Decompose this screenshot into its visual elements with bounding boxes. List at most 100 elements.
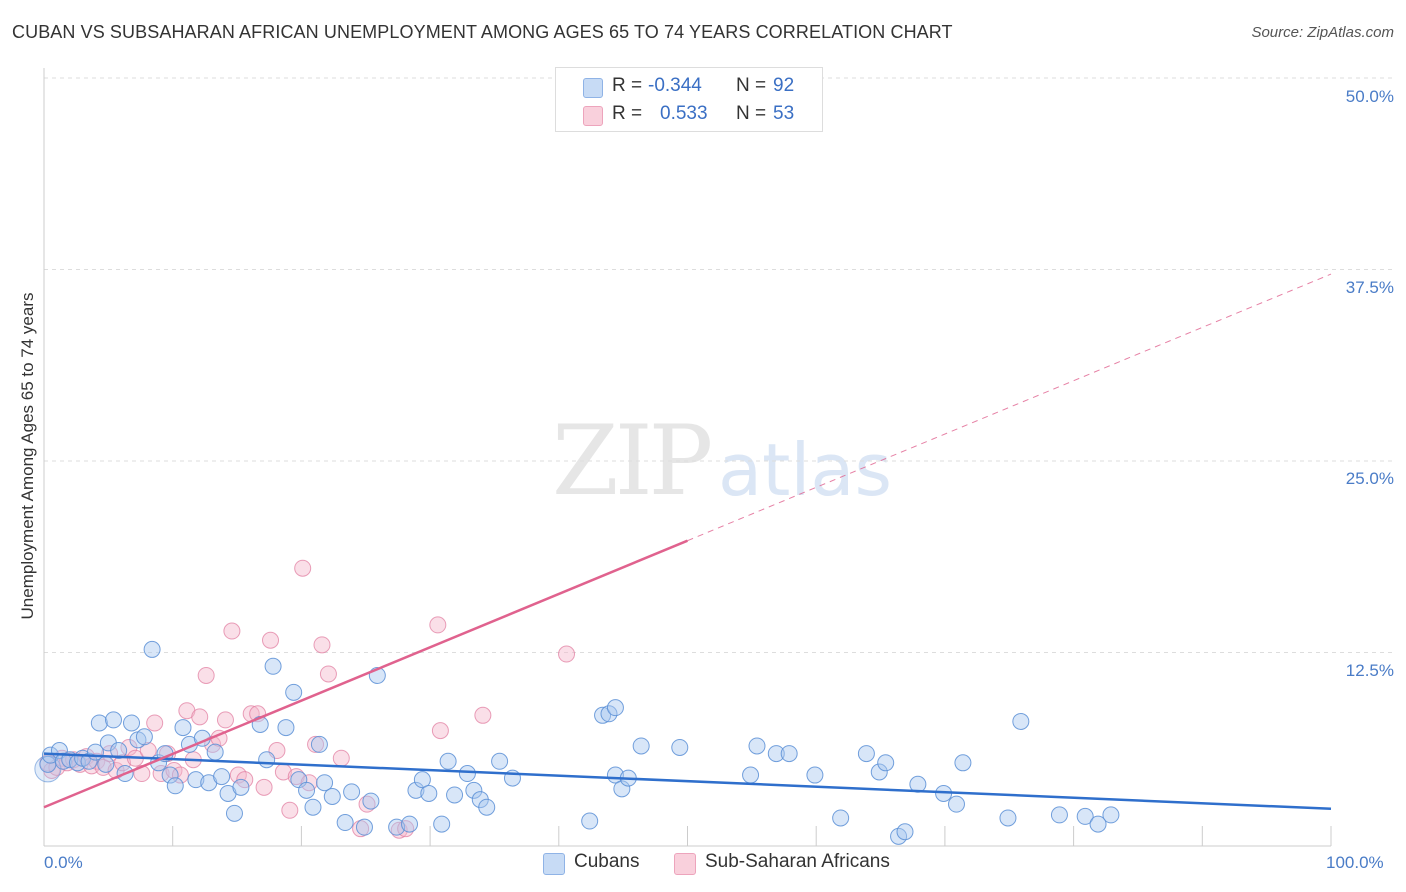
cuban-point	[600, 705, 618, 723]
cuban-point	[174, 719, 192, 737]
legend-row-cubans: R = -0.344 N = 92	[556, 73, 822, 101]
cuban-point	[594, 706, 612, 724]
cuban-point	[446, 786, 464, 804]
source-label: Source: ZipAtlas.com	[1251, 24, 1394, 41]
y-tick-37-5: 37.5%	[1345, 278, 1394, 297]
subsaharan-point	[223, 622, 241, 640]
cuban-point	[742, 766, 760, 784]
cuban-point	[954, 754, 972, 772]
cuban-point	[632, 737, 650, 755]
subsaharan-point	[332, 749, 350, 767]
cuban-point	[999, 809, 1017, 827]
cuban-point	[877, 754, 895, 772]
subsaharan-point	[294, 559, 312, 577]
bottom-legend-subsaharan: Sub-Saharan Africans	[705, 851, 890, 872]
subsaharan-trend-extension	[687, 273, 1332, 542]
watermark-atlas: atlas	[718, 428, 892, 512]
cuban-point	[310, 735, 328, 753]
cuban-point	[304, 798, 322, 816]
bottom-legend-swatch-cubans	[543, 853, 565, 875]
cuban-point	[832, 809, 850, 827]
cuban-point	[401, 815, 419, 833]
cuban-point	[343, 783, 361, 801]
cuban-point	[780, 745, 798, 763]
subsaharan-point	[191, 708, 209, 726]
x-tick-100: 100.0%	[1326, 853, 1384, 872]
legend-swatch-subsaharan	[583, 106, 603, 126]
subsaharan-point	[197, 666, 215, 684]
cuban-point	[439, 752, 457, 770]
cuban-point	[478, 798, 496, 816]
cuban-point	[90, 714, 108, 732]
cuban-point	[806, 766, 824, 784]
subsaharan-point	[319, 665, 337, 683]
cuban-point	[606, 699, 624, 717]
cuban-point	[458, 765, 476, 783]
subsaharan-point	[474, 706, 492, 724]
cuban-point	[264, 657, 282, 675]
cuban-point	[491, 752, 509, 770]
cuban-point	[896, 823, 914, 841]
cuban-point	[80, 752, 98, 770]
cuban-point	[407, 781, 425, 799]
subsaharan-trend-line	[43, 539, 688, 809]
subsaharan-point	[281, 801, 299, 819]
subsaharan-point	[262, 631, 280, 649]
subsaharan-point	[255, 778, 273, 796]
chart-title: CUBAN VS SUBSAHARAN AFRICAN UNEMPLOYMENT…	[12, 22, 953, 42]
cuban-point	[143, 640, 161, 658]
legend-r-value: -0.344	[648, 75, 702, 96]
axes	[43, 68, 1332, 847]
subsaharan-point	[94, 758, 112, 776]
cuban-point	[748, 737, 766, 755]
cuban-point	[225, 804, 243, 822]
cuban-point	[298, 781, 316, 799]
cuban-point	[135, 728, 153, 746]
bottom-legend-cubans: Cubans	[574, 851, 640, 872]
cuban-point	[206, 743, 224, 761]
cuban-point	[1102, 806, 1120, 824]
cuban-point	[671, 738, 689, 756]
legend-n-label: N =	[736, 75, 767, 96]
cuban-point	[1089, 815, 1107, 833]
subsaharan-point	[558, 645, 576, 663]
cuban-point	[1076, 807, 1094, 825]
cuban-point	[97, 755, 115, 773]
y-axis-label: Unemployment Among Ages 65 to 74 years	[18, 292, 37, 620]
subsaharan-point	[431, 722, 449, 740]
cuban-point	[355, 818, 373, 836]
cuban-point	[277, 719, 295, 737]
legend-row-subsaharan: R = 0.533 N = 53	[556, 101, 822, 129]
subsaharan-point	[429, 616, 447, 634]
cuban-point	[213, 768, 231, 786]
subsaharan-point	[152, 765, 170, 783]
cuban-point	[285, 683, 303, 701]
subsaharan-point	[146, 714, 164, 732]
trend-lines	[43, 273, 1332, 811]
cuban-point	[433, 815, 451, 833]
cuban-point	[187, 771, 205, 789]
cuban-point	[870, 763, 888, 781]
cuban-point	[258, 751, 276, 769]
cuban-point	[110, 742, 128, 760]
cuban-point	[413, 771, 431, 789]
cuban-point	[123, 714, 141, 732]
y-tick-50: 50.0%	[1345, 87, 1394, 106]
subsaharan-point	[216, 711, 234, 729]
legend-n-value: 53	[773, 103, 795, 124]
cuban-point	[323, 788, 341, 806]
bottom-legend-swatch-subsaharan	[674, 853, 696, 875]
legend-swatch-cubans	[583, 78, 603, 98]
legend-r-label: R =	[612, 103, 643, 124]
legend-r-label: R =	[612, 75, 643, 96]
legend-n-label: N =	[736, 103, 767, 124]
cuban-point	[420, 784, 438, 802]
cuban-point	[104, 711, 122, 729]
cuban-point	[388, 818, 406, 836]
subsaharan-point	[236, 771, 254, 789]
subsaharan-point	[307, 735, 325, 753]
cuban-point	[232, 778, 250, 796]
subsaharan-point	[390, 821, 408, 839]
cuban-point	[161, 766, 179, 784]
